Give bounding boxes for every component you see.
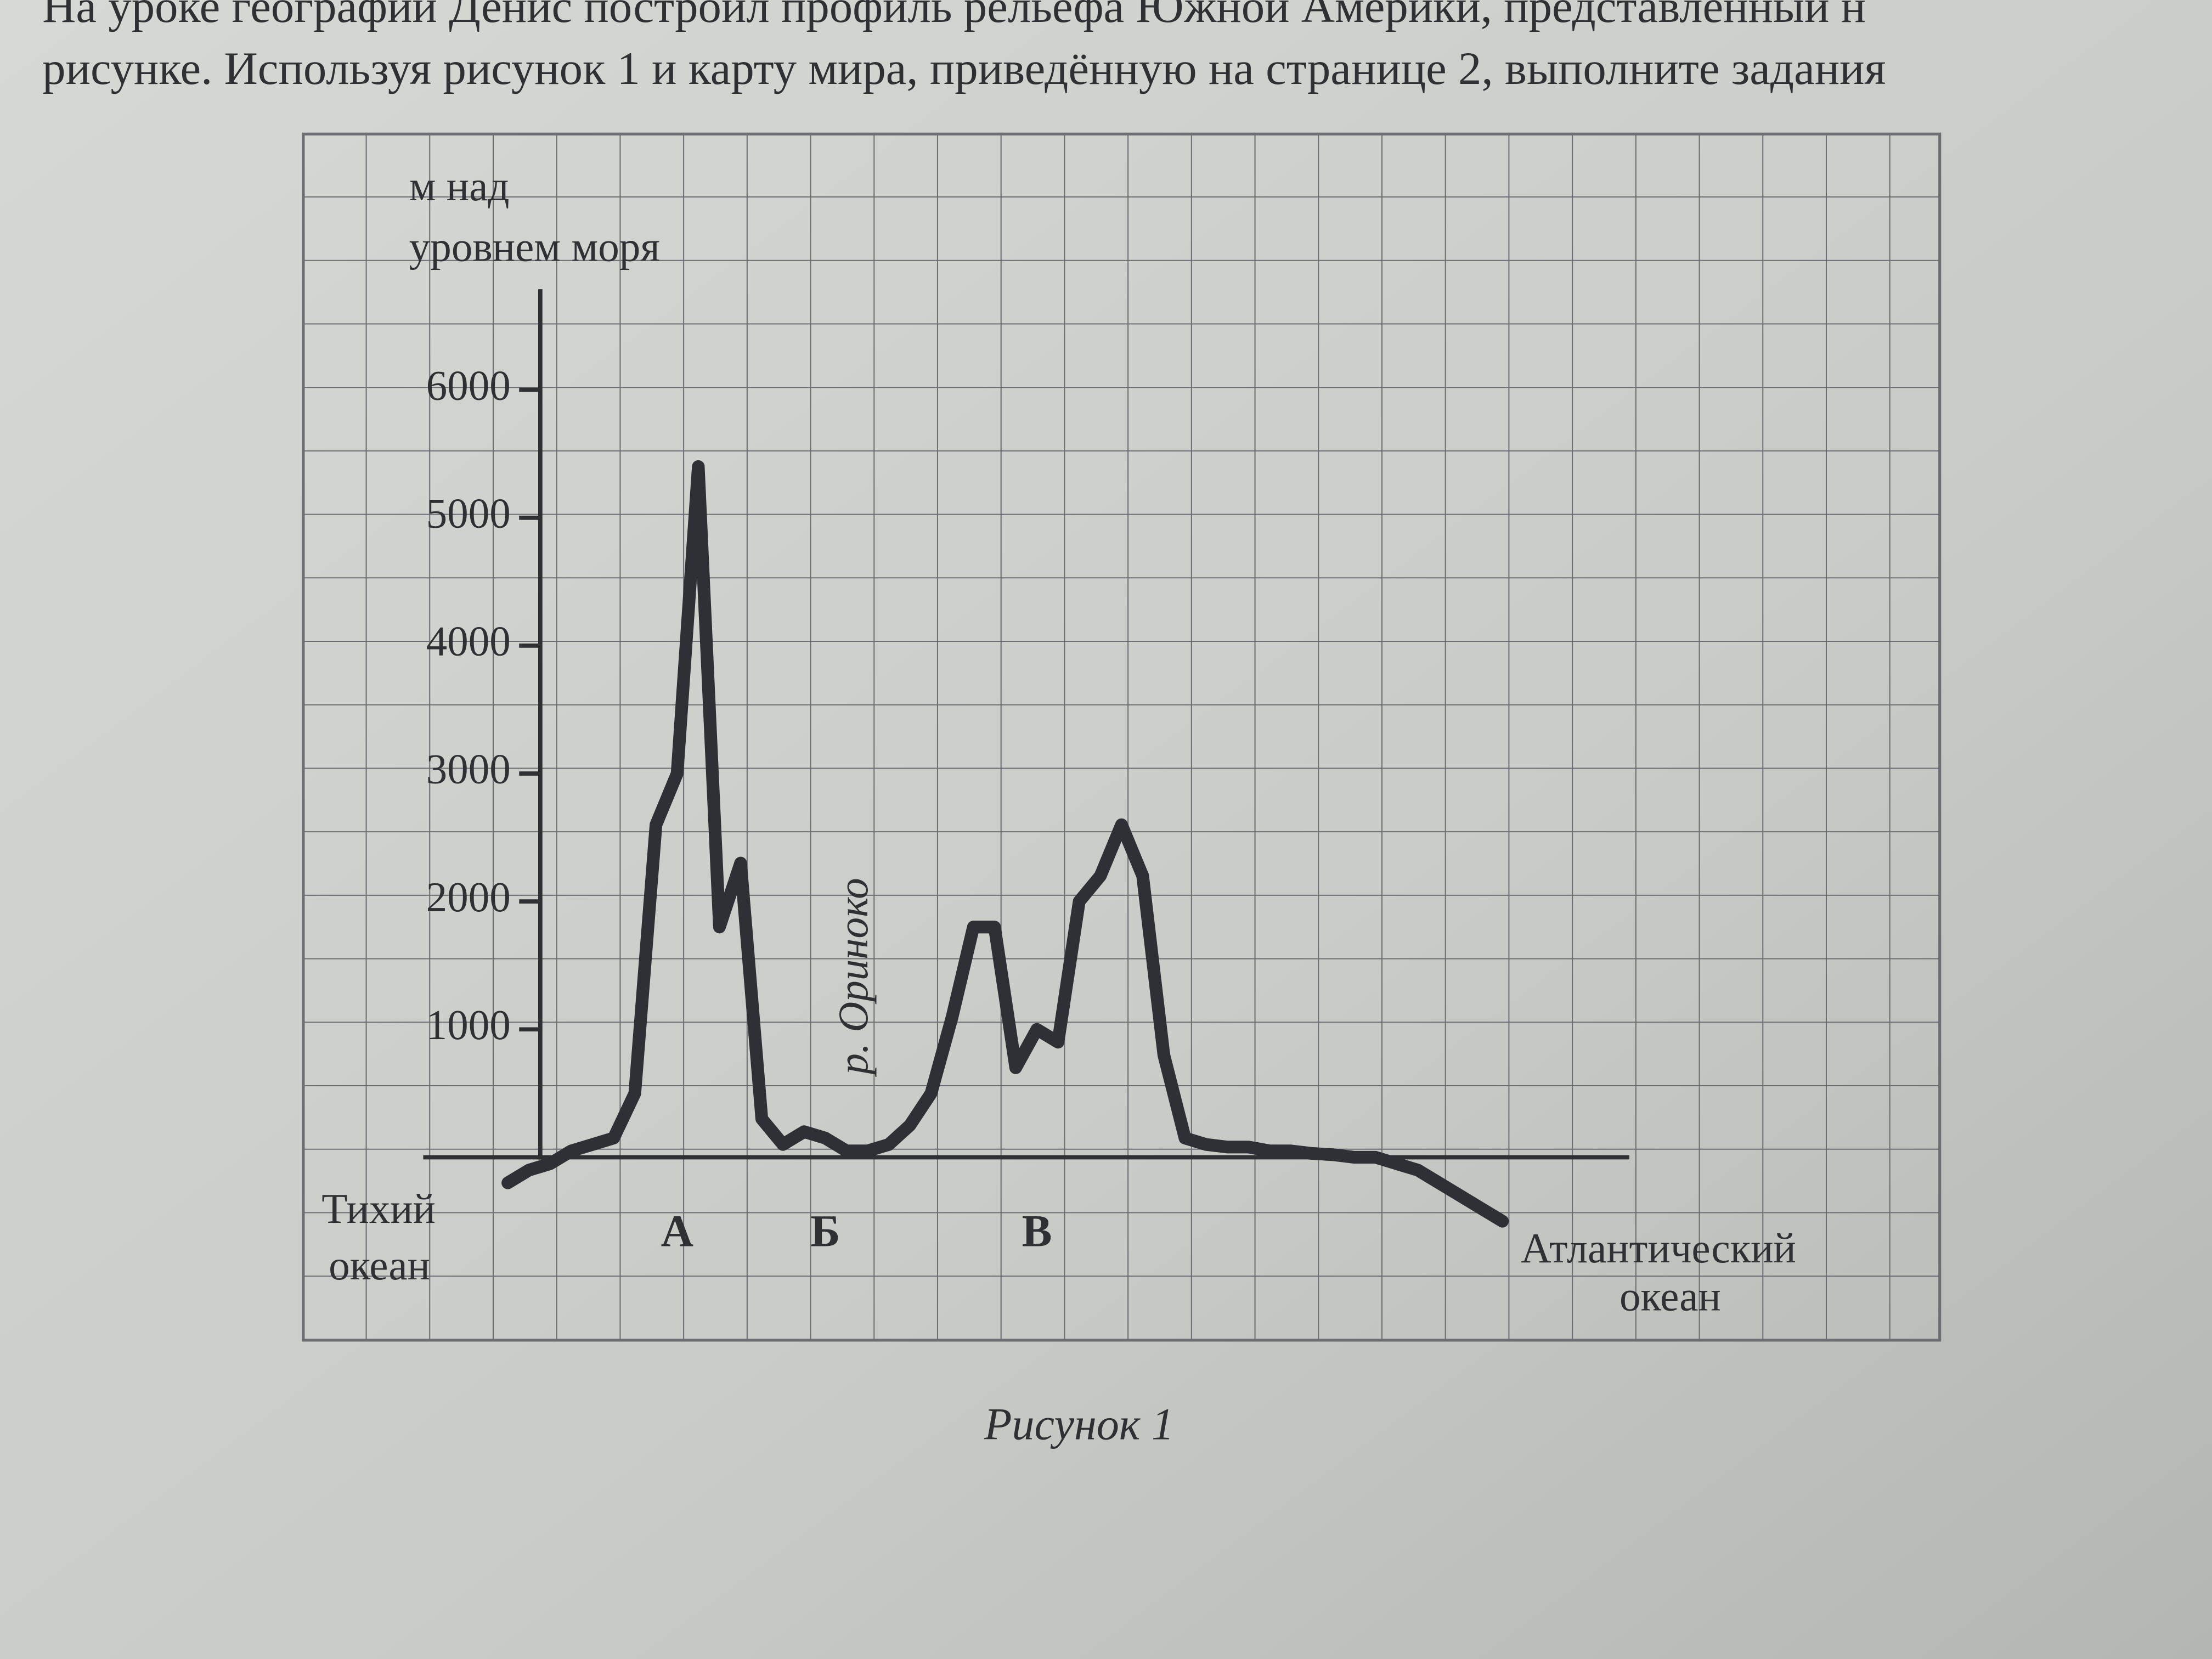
x-tick-label: Б	[810, 1206, 840, 1256]
y-axis-label: м над	[409, 162, 510, 210]
y-tick-label: 3000	[426, 746, 511, 793]
y-tick-label: 1000	[426, 1001, 511, 1048]
caption: Рисунок 1	[984, 1400, 1174, 1449]
ocean-label: Тихий	[321, 1185, 436, 1232]
ocean-label: Атлантический	[1521, 1224, 1796, 1272]
y-axis-label: уровнем моря	[409, 223, 660, 270]
text-line: рисунке. Используя рисунок 1 и карту мир…	[42, 43, 1886, 94]
text-line: На уроке географии Денис построил профил…	[42, 0, 1866, 32]
profile-line	[501, 460, 1509, 1228]
y-tick-label: 4000	[426, 618, 511, 665]
ocean-label: океан	[1620, 1273, 1721, 1320]
x-tick-label: А	[661, 1206, 693, 1256]
y-tick-label: 5000	[426, 489, 511, 537]
x-tick-label: В	[1022, 1206, 1052, 1256]
y-tick-label: 6000	[426, 362, 511, 409]
graph-paper	[302, 132, 1942, 1342]
y-tick-label: 2000	[426, 873, 511, 921]
river-label: р. Ориноко	[830, 878, 877, 1077]
ocean-label: океан	[329, 1242, 430, 1289]
